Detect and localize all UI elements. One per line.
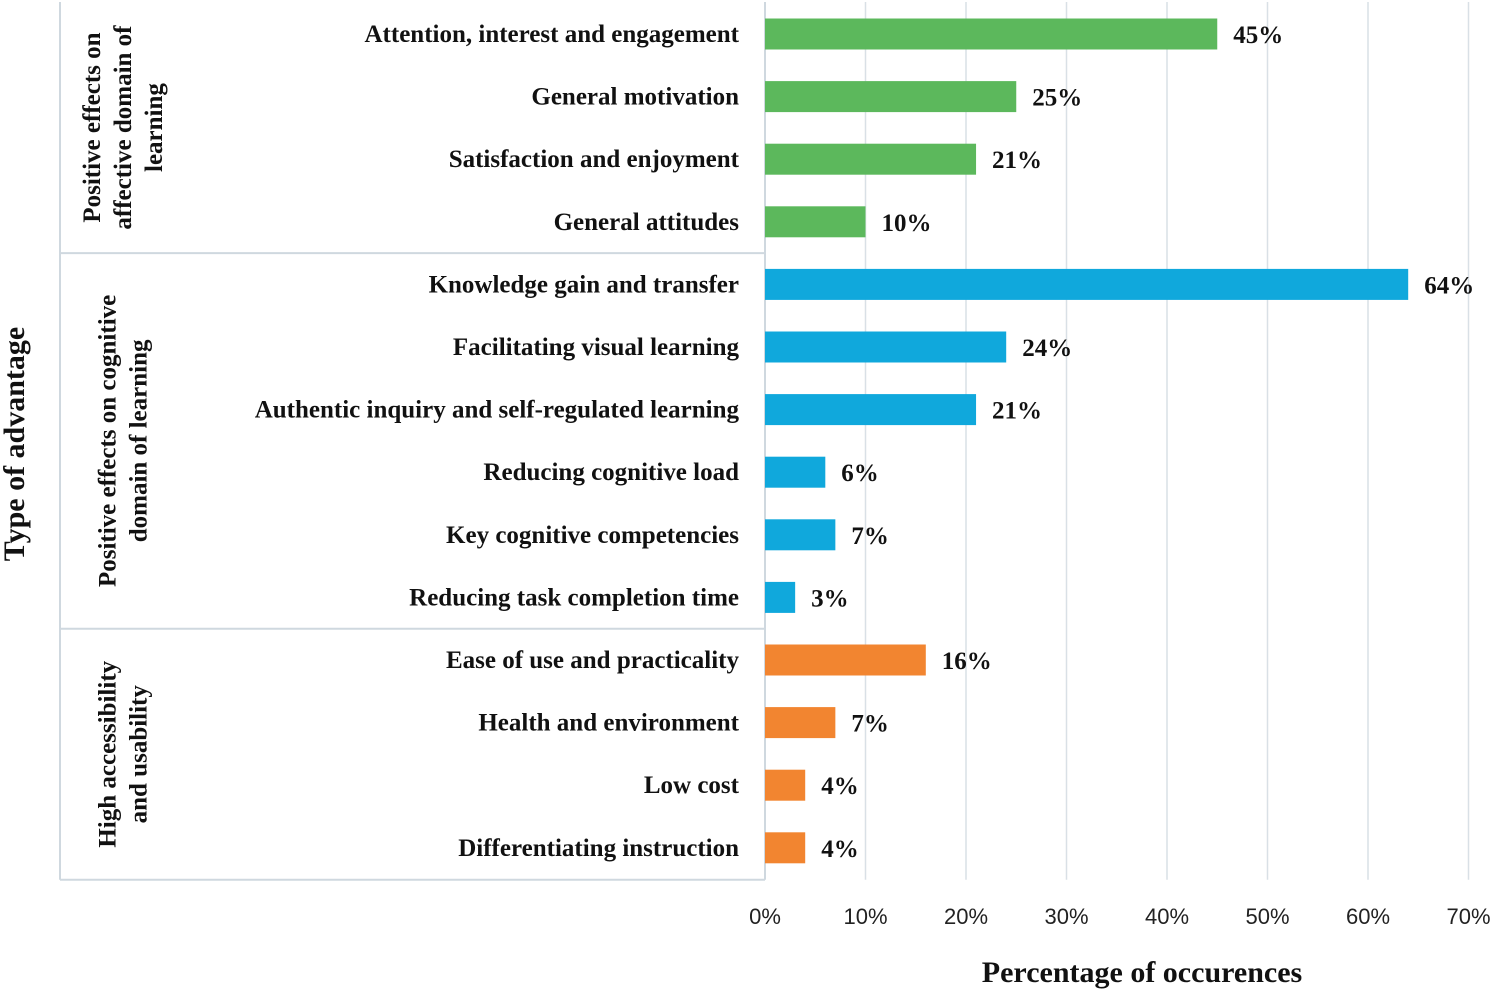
category-label: Health and environment	[478, 710, 739, 737]
group-label: and usability	[126, 685, 153, 824]
x-tick-label: 20%	[944, 904, 988, 929]
data-label: 64%	[1424, 272, 1474, 299]
data-label: 21%	[992, 147, 1042, 174]
data-label: 25%	[1032, 85, 1082, 112]
data-label: 10%	[882, 210, 932, 237]
bar	[765, 18, 1218, 50]
data-label: 7%	[851, 711, 889, 738]
x-tick-label: 10%	[843, 904, 887, 929]
bar	[765, 519, 836, 551]
x-tick-label: 40%	[1145, 904, 1189, 929]
labels: 0% 10% 20% 30% 40% 50% 60% 70% Attention, intere…	[79, 21, 1491, 929]
bar	[765, 81, 1017, 113]
category-label: Key cognitive competencies	[446, 522, 739, 549]
group-label: domain of learning	[126, 339, 153, 542]
x-axis-title: Percentage of occurences	[982, 956, 1302, 989]
group-label: High accessibility	[95, 660, 122, 847]
category-label: Satisfaction and enjoyment	[449, 146, 740, 173]
bars	[765, 18, 1409, 864]
x-tick-label: 70%	[1446, 904, 1490, 929]
category-label: Reducing task completion time	[409, 584, 739, 611]
category-label: General attitudes	[554, 209, 740, 236]
bar	[765, 707, 836, 739]
data-label: 24%	[1022, 335, 1072, 362]
bar	[765, 206, 866, 238]
data-label: 3%	[811, 585, 849, 612]
category-label: Reducing cognitive load	[483, 459, 739, 486]
category-label: Authentic inquiry and self-regulated lea…	[255, 397, 740, 424]
bar	[765, 769, 806, 801]
data-label: 16%	[942, 648, 992, 675]
bar	[765, 331, 1007, 363]
x-tick-label: 30%	[1044, 904, 1088, 929]
category-label: Facilitating visual learning	[453, 334, 740, 361]
group-label: affective domain of	[110, 25, 137, 230]
data-label: 6%	[841, 460, 879, 487]
x-tick-label: 50%	[1245, 904, 1289, 929]
group-label: Positive effects on cognitive	[95, 295, 122, 587]
bar	[765, 456, 826, 488]
data-label: 7%	[851, 523, 889, 550]
category-label: Low cost	[644, 772, 740, 799]
bar	[765, 644, 926, 676]
bar	[765, 143, 977, 175]
gridlines	[864, 2, 1470, 880]
bar	[765, 268, 1409, 300]
bar	[765, 832, 806, 864]
data-label: 4%	[821, 836, 859, 863]
y-axis-title: Type of advantage	[0, 327, 31, 561]
group-label: learning	[141, 83, 168, 172]
category-label: Ease of use and practicality	[446, 647, 740, 674]
x-tick-label: 60%	[1346, 904, 1390, 929]
category-label: Knowledge gain and transfer	[429, 271, 739, 298]
category-label: Attention, interest and engagement	[365, 21, 740, 48]
group-label: Positive effects on	[79, 32, 106, 222]
bar	[765, 581, 796, 613]
data-label: 45%	[1233, 22, 1283, 49]
category-label: Differentiating instruction	[458, 835, 739, 862]
bar	[765, 394, 977, 426]
x-tick-label: 0%	[749, 904, 781, 929]
data-label: 21%	[992, 398, 1042, 425]
data-label: 4%	[821, 773, 859, 800]
category-label: General motivation	[531, 84, 739, 111]
